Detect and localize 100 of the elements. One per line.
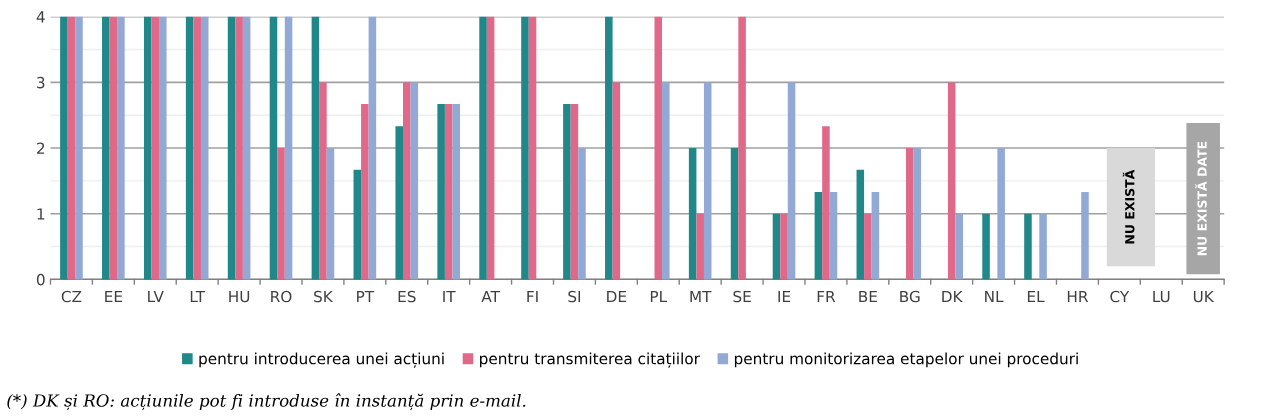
- x-tick-label: DK: [942, 290, 963, 303]
- x-tick-label: CY: [1110, 290, 1130, 303]
- y-tick-label: 1: [37, 208, 45, 220]
- x-tick-label: SI: [568, 290, 581, 303]
- bar: [822, 126, 830, 280]
- bar: [696, 213, 704, 280]
- bar: [311, 16, 320, 280]
- y-tick-label: 4: [36, 11, 45, 23]
- x-tick-label: HR: [1067, 290, 1089, 303]
- x-tick-label: FR: [817, 290, 836, 303]
- bar: [772, 213, 781, 280]
- bar: [437, 104, 445, 280]
- bar: [730, 148, 739, 280]
- bar: [1024, 213, 1032, 280]
- bar: [75, 16, 83, 280]
- bar: [326, 148, 335, 280]
- bar: [353, 169, 362, 280]
- bar: [521, 16, 529, 280]
- bar: [284, 16, 293, 280]
- bar: [403, 82, 411, 280]
- y-tick-label: 2: [37, 142, 45, 154]
- bar: [997, 148, 1005, 280]
- bar: [185, 16, 194, 280]
- bar: [67, 16, 76, 280]
- bar: [578, 148, 586, 280]
- y-tick-label: 0: [36, 273, 45, 286]
- x-tick-label: LU: [1153, 290, 1170, 303]
- annotation: NU EXISTĂ: [1122, 169, 1135, 244]
- bar: [570, 104, 579, 280]
- bar: [605, 16, 613, 280]
- bar: [829, 192, 838, 280]
- bar: [368, 16, 377, 280]
- x-tick-label: DE: [607, 290, 627, 303]
- bar: [787, 82, 796, 280]
- bar: [60, 16, 68, 280]
- bar: [410, 82, 419, 280]
- bar: [193, 16, 201, 280]
- bar: [452, 104, 460, 280]
- bar: [319, 82, 327, 280]
- bar: [200, 16, 209, 280]
- x-tick-label: LV: [148, 290, 164, 303]
- x-tick-label: PT: [357, 290, 375, 303]
- x-tick-label: SE: [733, 290, 751, 303]
- bar: [688, 148, 697, 280]
- bar: [1081, 192, 1089, 280]
- bar: [277, 148, 285, 280]
- bar: [780, 213, 788, 280]
- annotation: NU EXISTĂ DATE: [1194, 141, 1207, 256]
- bar: [955, 213, 963, 280]
- x-tick-label: CZ: [61, 290, 82, 303]
- bar: [1039, 213, 1047, 280]
- x-tick-label: EL: [1027, 290, 1045, 303]
- x-tick-label: IT: [443, 290, 456, 303]
- bar: [913, 148, 922, 280]
- bar: [235, 16, 243, 280]
- legend-label: pentru monitorizarea etapelor unei proceduri: [734, 352, 1078, 368]
- bar: [227, 16, 236, 280]
- x-tick-label: UK: [1193, 290, 1215, 303]
- bar: [814, 192, 823, 280]
- bar: [662, 82, 670, 280]
- x-tick-label: HU: [229, 290, 250, 303]
- bar: [864, 213, 872, 280]
- bar: [654, 16, 663, 280]
- bar: [395, 126, 403, 280]
- x-tick-label: RO: [271, 290, 292, 303]
- bar: [563, 104, 571, 280]
- bar: [905, 148, 914, 280]
- x-tick-label: PL: [650, 290, 668, 303]
- legend-label: pentru introducerea unei acțiuni: [199, 352, 444, 368]
- x-tick-label: AT: [481, 290, 500, 303]
- x-tick-label: NL: [985, 290, 1004, 303]
- y-tick-label: 3: [37, 76, 45, 89]
- bar: [117, 16, 125, 280]
- x-tick-label: IE: [778, 290, 791, 303]
- bar: [486, 16, 495, 280]
- bar: [269, 16, 278, 280]
- x-tick-label: BG: [900, 290, 920, 303]
- bar: [982, 213, 990, 280]
- bar: [109, 16, 118, 280]
- x-tick-label: EE: [105, 290, 123, 303]
- bar: [242, 16, 251, 280]
- x-tick-label: BE: [859, 290, 877, 303]
- bar: [444, 104, 453, 280]
- bar: [703, 82, 712, 280]
- legend-label: pentru transmiterea citațiilor: [480, 352, 700, 368]
- bar: [479, 16, 487, 280]
- bar: [143, 16, 152, 280]
- x-tick-label: SK: [314, 290, 334, 303]
- x-tick-label: MT: [690, 290, 712, 303]
- bar: [361, 104, 369, 280]
- bar: [102, 16, 110, 280]
- bar: [159, 16, 167, 280]
- bar: [738, 16, 746, 280]
- bar: [947, 82, 956, 280]
- x-tick-label: LT: [190, 290, 206, 303]
- bar: [612, 82, 621, 280]
- text: (*) DK și RO: acțiunile pot fi introduse în instanță prin e-mail.: [7, 393, 526, 411]
- bar: [871, 192, 880, 280]
- bar: [151, 16, 160, 280]
- bar: [528, 16, 537, 280]
